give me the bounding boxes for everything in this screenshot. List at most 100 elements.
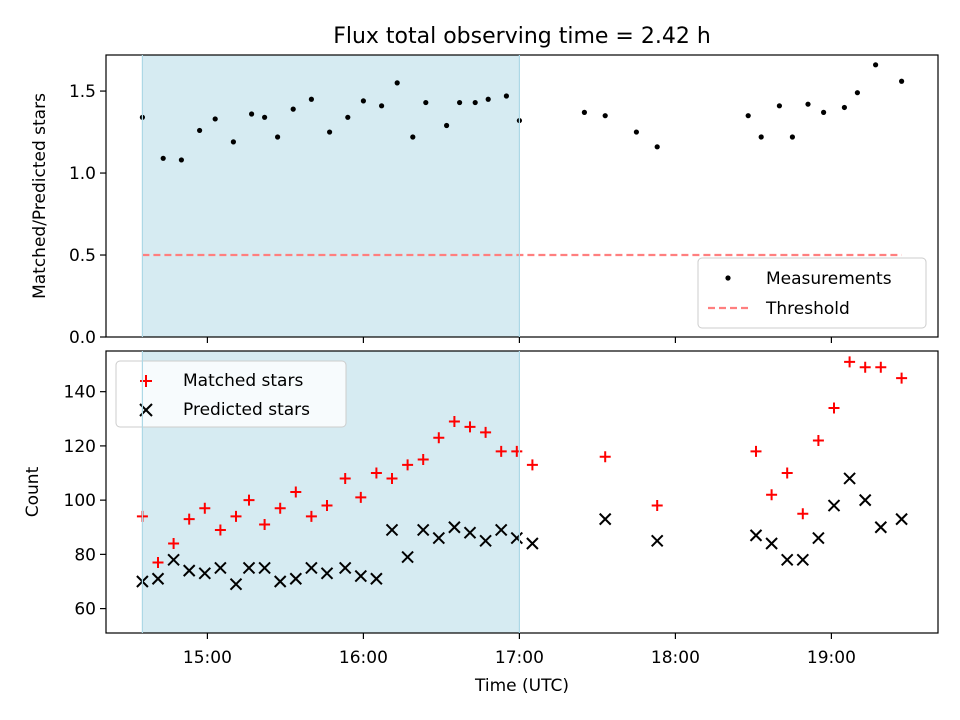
- matched-star-point: [812, 434, 824, 446]
- predicted-star-point: [289, 572, 303, 585]
- matched-star-point: [526, 459, 538, 471]
- measurement-point: [602, 113, 608, 119]
- predicted-star-point: [765, 537, 778, 550]
- matched-star-point: [305, 510, 317, 522]
- x-tick-label: 17:00: [495, 648, 544, 668]
- chart-title: Flux total observing time = 2.42 h: [333, 24, 711, 49]
- matched-star-point: [402, 459, 414, 471]
- predicted-star-point: [305, 561, 318, 575]
- matched-star-point: [797, 508, 809, 520]
- matched-star-point: [386, 472, 398, 484]
- measurement-point: [160, 155, 166, 161]
- measurement-point: [581, 109, 588, 115]
- measurement-point: [197, 127, 203, 134]
- predicted-star-point: [510, 531, 524, 545]
- measurement-point: [212, 116, 218, 122]
- measurement-point: [230, 139, 236, 145]
- measurement-point: [275, 134, 281, 140]
- measurement-point: [633, 129, 640, 135]
- measurement-point: [805, 101, 811, 107]
- legend-measurements-label: Measurements: [766, 269, 892, 289]
- measurement-point: [821, 109, 827, 115]
- x-tick-label: 15:00: [183, 648, 232, 668]
- predicted-star-point: [151, 572, 165, 585]
- measurement-point: [410, 134, 416, 140]
- predicted-star-point: [463, 526, 477, 539]
- measurement-point: [503, 93, 509, 99]
- measurement-point: [262, 114, 268, 120]
- predicted-star-point: [598, 512, 612, 526]
- predicted-star-point: [432, 531, 446, 545]
- bottom-legend-box: [115, 360, 347, 428]
- y-tick-label: 60: [74, 600, 96, 620]
- predicted-star-point: [258, 561, 271, 575]
- x-tick-label: 16:00: [339, 648, 388, 668]
- measurement-point: [290, 106, 296, 112]
- matched-star-point: [750, 445, 762, 457]
- matched-star-point: [230, 510, 242, 522]
- predicted-star-point: [448, 521, 461, 534]
- legend-threshold-label: Threshold: [765, 299, 850, 319]
- matched-star-point: [896, 372, 908, 384]
- measurement-point: [899, 78, 905, 84]
- measurement-point: [841, 104, 848, 111]
- y-tick-label: 120: [64, 437, 96, 457]
- predicted-star-point: [242, 561, 256, 575]
- matched-star-point: [183, 513, 195, 525]
- matched-star-point: [274, 502, 286, 514]
- top-x-ticks: [206, 337, 833, 343]
- y-tick-label: 1.0: [69, 164, 96, 184]
- matched-star-point: [152, 557, 164, 568]
- predicted-star-point: [494, 523, 508, 537]
- top-y-axis-label: Matched/Predicted stars: [30, 93, 50, 299]
- predicted-star-point: [650, 534, 664, 548]
- matched-star-point: [339, 472, 351, 484]
- legend-matched-label: Matched stars: [183, 371, 303, 391]
- predicted-star-point: [780, 553, 794, 566]
- matched-star-point: [168, 538, 180, 550]
- matched-star-point: [651, 500, 663, 512]
- predicted-star-point: [796, 553, 810, 566]
- predicted-star-point: [167, 553, 180, 566]
- predicted-star-point: [812, 531, 825, 545]
- top-panel: 0.0 0.5 1.0 1.5 Matched/Predicted stars Mea…: [30, 54, 939, 348]
- matched-star-point: [781, 467, 793, 479]
- measurement-point: [360, 98, 366, 104]
- top-points-layer: [139, 62, 905, 163]
- matched-star-point: [259, 519, 271, 531]
- measurement-point: [789, 134, 796, 140]
- x-axis-label: Time (UTC): [474, 676, 569, 696]
- y-tick-label: 0.5: [69, 246, 96, 266]
- top-legend-box: [697, 257, 927, 329]
- top-axes-frame: [105, 54, 939, 338]
- bottom-x-ticks: 15:00 16:00 17:00 18:00 19:00: [183, 633, 856, 668]
- y-tick-label: 100: [64, 491, 96, 511]
- matched-star-point: [370, 467, 382, 479]
- matched-star-point: [355, 491, 367, 503]
- predicted-star-point: [182, 564, 196, 577]
- predicted-star-point: [858, 493, 872, 507]
- bottom-y-axis-label: Count: [23, 466, 43, 517]
- predicted-star-point: [229, 577, 243, 591]
- predicted-star-point: [338, 561, 352, 575]
- y-tick-label: 140: [64, 383, 96, 403]
- measurement-point: [776, 103, 783, 109]
- predicted-star-point: [895, 512, 908, 526]
- predicted-star-point: [843, 472, 856, 485]
- matched-star-point: [448, 416, 460, 427]
- y-tick-label: 0.0: [69, 328, 96, 348]
- measurement-point: [472, 99, 478, 106]
- matched-star-point: [828, 402, 840, 414]
- matched-star-point: [290, 486, 302, 498]
- measurement-point: [654, 144, 660, 150]
- matched-star-point: [417, 453, 429, 465]
- measurement-point: [854, 90, 861, 96]
- matched-star-point: [199, 502, 211, 514]
- matched-star-point: [859, 361, 871, 373]
- predicted-star-point: [354, 569, 368, 583]
- predicted-star-point: [401, 550, 414, 564]
- measurement-point: [758, 134, 764, 140]
- bottom-points-layer: [136, 356, 908, 591]
